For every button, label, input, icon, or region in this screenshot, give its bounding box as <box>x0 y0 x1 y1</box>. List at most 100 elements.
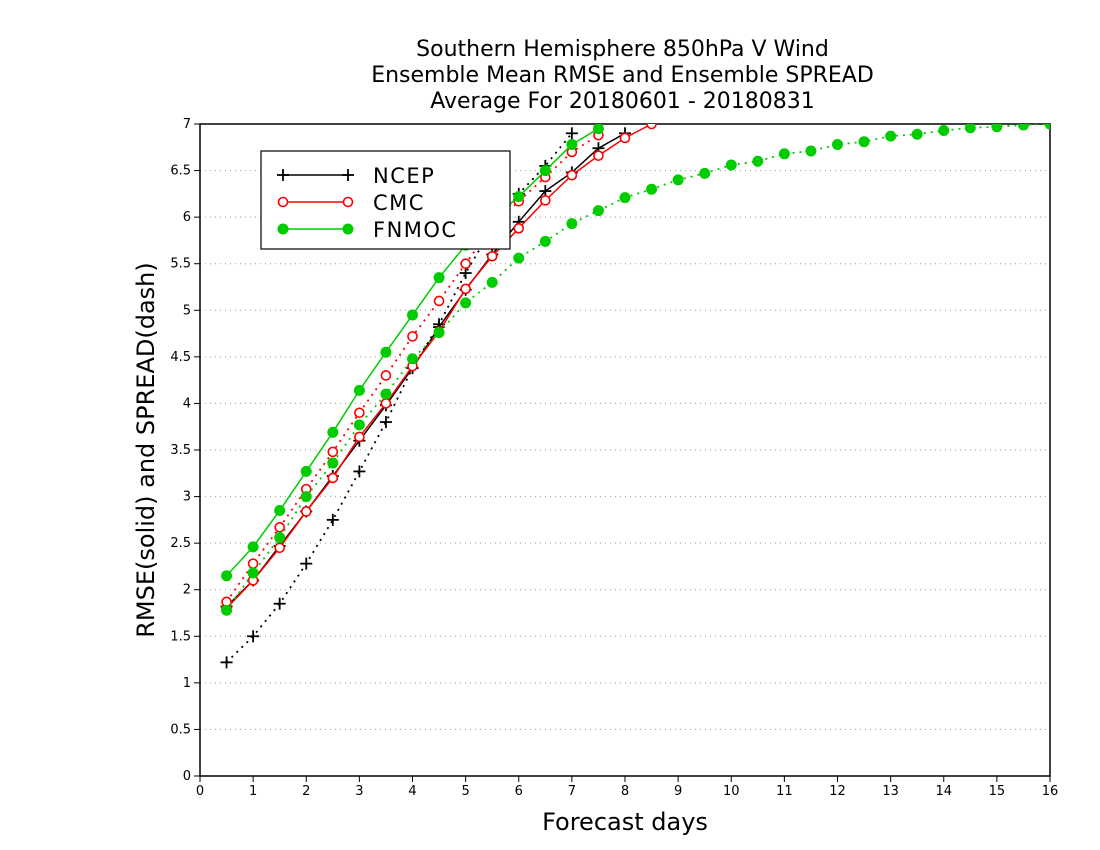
fnmoc-spread-point <box>1017 124 1029 131</box>
fnmoc-spread-point <box>964 124 976 134</box>
fnmoc-spread-point <box>646 183 658 195</box>
x-axis-label: Forecast days <box>542 808 708 836</box>
fnmoc-spread-point <box>858 136 870 148</box>
legend-label: NCEP <box>373 164 435 188</box>
x-tick-label: 15 <box>989 784 1006 799</box>
cmc-rmse-point <box>513 223 525 234</box>
y-tick-label: 2.5 <box>170 536 191 551</box>
fnmoc-spread-point <box>699 167 711 179</box>
fnmoc-spread-point <box>327 457 339 469</box>
fnmoc-spread-point <box>592 205 604 217</box>
legend-box <box>260 150 511 250</box>
fnmoc-spread-point <box>938 125 950 137</box>
fnmoc-spread-point <box>911 128 923 140</box>
fnmoc-spread-point <box>566 218 578 230</box>
cmc-spread-point <box>407 331 418 342</box>
legend-label: FNMOC <box>373 218 458 242</box>
y-tick-label: 2 <box>183 583 191 598</box>
cmc-spread-point <box>274 522 285 533</box>
chart-title-line-2: Ensemble Mean RMSE and Ensemble SPREAD <box>371 63 874 88</box>
x-tick-label: 8 <box>621 784 629 799</box>
ncep-spread-point <box>300 557 313 570</box>
chart-title-line-1: Southern Hemisphere 850hPa V Wind <box>416 37 829 62</box>
fnmoc-spread-point <box>274 532 286 544</box>
cmc-rmse-point <box>327 472 339 484</box>
y-tick-label: 5 <box>183 303 191 318</box>
y-tick-label: 3 <box>183 490 191 505</box>
series-fnmoc-rmse <box>221 124 604 582</box>
cmc-spread-point <box>460 258 471 270</box>
y-axis-label: RMSE(solid) and SPREAD(dash) <box>132 262 160 638</box>
fnmoc-rmse-point <box>539 165 551 177</box>
cmc-spread-point <box>327 446 339 458</box>
legend-marker <box>277 169 289 181</box>
fnmoc-rmse-point <box>380 346 392 358</box>
ncep-spread-point <box>565 127 578 140</box>
fnmoc-spread-point <box>778 148 790 160</box>
cmc-rmse-point <box>380 398 392 409</box>
cmc-spread-point <box>354 407 365 419</box>
x-tick-label: 12 <box>829 784 846 799</box>
fnmoc-rmse-point <box>592 124 604 135</box>
ncep-spread-point <box>273 597 286 610</box>
fnmoc-spread-point <box>832 138 843 150</box>
x-tick-label: 7 <box>568 784 576 799</box>
fnmoc-spread-point <box>752 155 764 167</box>
cmc-rmse-point <box>486 250 498 262</box>
series-fnmoc-spread <box>221 124 1050 616</box>
fnmoc-rmse-point <box>433 272 445 284</box>
legend-item-fnmoc: FNMOC <box>277 218 458 242</box>
fnmoc-spread-point <box>300 491 312 503</box>
x-tick-label: 14 <box>935 784 952 799</box>
legend-item-ncep: NCEP <box>277 164 435 188</box>
y-tick-label: 1 <box>183 676 191 691</box>
fnmoc-rmse-point <box>407 309 418 321</box>
ncep-spread-point <box>220 656 233 669</box>
fnmoc-rmse-point <box>327 426 339 438</box>
x-tick-label: 3 <box>355 784 363 799</box>
x-tick-label: 0 <box>196 784 204 799</box>
legend-marker <box>277 196 289 208</box>
fnmoc-spread-point <box>619 192 631 204</box>
legend-marker <box>277 223 289 235</box>
fnmoc-spread-point <box>221 604 233 616</box>
cmc-spread-point <box>433 295 445 307</box>
cmc-rmse-point <box>274 542 285 554</box>
fnmoc-spread-point <box>1044 124 1050 130</box>
cmc-rmse-point <box>460 283 471 295</box>
legend-marker <box>342 169 354 181</box>
fnmoc-rmse-point <box>274 505 286 517</box>
x-tick-label: 11 <box>776 784 793 799</box>
legend-marker <box>342 223 354 235</box>
y-tick-label: 6.5 <box>170 164 191 179</box>
cmc-rmse-point <box>354 431 365 443</box>
cmc-rmse-point <box>300 506 312 517</box>
cmc-rmse-point <box>540 195 551 206</box>
fnmoc-rmse-point <box>300 465 312 477</box>
y-tick-label: 6 <box>183 210 191 225</box>
y-tick-label: 7 <box>183 117 191 132</box>
cmc-rmse-point <box>566 169 578 181</box>
legend-label: CMC <box>373 191 425 215</box>
cmc-rmse-point <box>593 150 604 161</box>
fnmoc-spread-point <box>460 297 472 309</box>
fnmoc-spread-point <box>380 388 392 400</box>
cmc-rmse-point <box>646 124 657 130</box>
fnmoc-spread-point <box>407 353 418 365</box>
ncep-spread-point <box>459 267 472 280</box>
fnmoc-spread-point <box>247 567 259 579</box>
fnmoc-rmse-point <box>353 384 365 396</box>
x-tick-label: 1 <box>249 784 257 799</box>
fnmoc-rmse-point <box>566 138 578 150</box>
y-tick-label: 0 <box>183 769 191 784</box>
cmc-rmse-point <box>619 132 631 144</box>
x-tick-label: 6 <box>515 784 523 799</box>
y-tick-label: 5.5 <box>170 257 191 272</box>
fnmoc-spread-point <box>433 327 445 339</box>
x-tick-label: 2 <box>302 784 310 799</box>
cmc-spread-point <box>247 558 259 569</box>
legend-item-cmc: CMC <box>277 191 425 215</box>
y-tick-label: 3.5 <box>170 443 191 458</box>
fnmoc-spread-point <box>885 130 897 142</box>
